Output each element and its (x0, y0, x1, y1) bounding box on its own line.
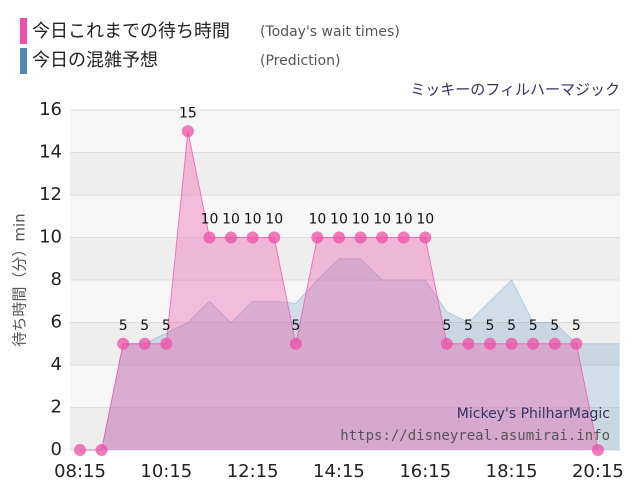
data-label: 5 (464, 318, 473, 334)
legend-label: 今日これまでの待ち時間 (32, 21, 230, 42)
x-tick-label: 08:15 (54, 461, 106, 482)
marker (225, 231, 238, 244)
y-tick-label: 4 (51, 354, 62, 375)
marker (397, 231, 410, 244)
data-label: 5 (140, 318, 149, 334)
line (80, 258, 620, 451)
chart-subtitle: ミッキーのフィルハーマジック (410, 81, 620, 99)
legend-label: 今日の混雑予想 (32, 50, 158, 71)
marker (527, 337, 540, 350)
marker (74, 444, 86, 456)
plot-band (70, 152, 620, 195)
marker (505, 337, 518, 350)
marker (548, 337, 561, 350)
y-tick-label: 8 (51, 269, 62, 290)
area (80, 258, 620, 450)
data-label: 10 (373, 212, 391, 228)
marker (95, 444, 108, 456)
data-label: 5 (442, 318, 451, 334)
data-label: 10 (265, 212, 283, 228)
marker (462, 337, 475, 350)
y-tick-label: 0 (51, 439, 62, 460)
y-tick-label: 12 (39, 184, 62, 205)
y-tick-label: 2 (51, 397, 62, 418)
data-label: 5 (291, 318, 300, 334)
watermark: https://disneyreal.asumirai.info (340, 428, 610, 444)
marker (376, 231, 389, 244)
data-label: 10 (330, 212, 348, 228)
marker (591, 444, 604, 456)
marker (419, 231, 432, 244)
marker (181, 125, 194, 138)
x-tick-label: 12:15 (227, 461, 279, 482)
x-tick-label: 10:15 (140, 461, 192, 482)
legend-swatch (20, 48, 27, 74)
marker (160, 337, 173, 350)
data-label: 10 (308, 212, 326, 228)
marker (570, 337, 583, 350)
data-label: 10 (395, 212, 413, 228)
plot-band (70, 110, 620, 153)
marker (289, 337, 302, 350)
marker (268, 231, 281, 244)
y-tick-label: 6 (51, 312, 62, 333)
marker (354, 231, 367, 244)
data-label: 5 (162, 318, 171, 334)
data-label: 10 (244, 212, 262, 228)
marker (117, 337, 130, 350)
data-label: 5 (119, 318, 128, 334)
x-tick-label: 18:15 (486, 461, 538, 482)
data-label: 10 (201, 212, 219, 228)
data-label: 5 (529, 318, 538, 334)
marker (484, 337, 497, 350)
y-tick-label: 10 (39, 227, 62, 248)
legend-note: (Today's wait times) (260, 24, 400, 40)
plot-band (70, 407, 620, 450)
data-label: 10 (416, 212, 434, 228)
legend-note: (Prediction) (260, 53, 340, 69)
data-label: 5 (507, 318, 516, 334)
plot-band (70, 237, 620, 280)
data-label: 10 (222, 212, 240, 228)
marker (138, 337, 151, 350)
plot-band (70, 195, 620, 238)
x-tick-label: 20:15 (572, 461, 624, 482)
y-tick-label: 14 (39, 142, 62, 163)
marker (311, 231, 324, 244)
x-tick-label: 16:15 (399, 461, 451, 482)
x-tick-label: 14:15 (313, 461, 365, 482)
data-label: 5 (572, 318, 581, 334)
marker (246, 231, 259, 244)
marker (332, 231, 345, 244)
data-label: 10 (352, 212, 370, 228)
plot-band (70, 365, 620, 408)
data-label: 5 (486, 318, 495, 334)
legend-swatch (20, 18, 27, 44)
data-label: 5 (550, 318, 559, 334)
marker (203, 231, 216, 244)
y-axis-label: 待ち時間（分）min (11, 213, 29, 346)
plot-band (70, 280, 620, 323)
data-label: 15 (179, 105, 197, 121)
marker (440, 337, 453, 350)
watermark: Mickey's PhilharMagic (457, 406, 610, 422)
area (80, 131, 598, 450)
y-tick-label: 16 (39, 99, 62, 120)
